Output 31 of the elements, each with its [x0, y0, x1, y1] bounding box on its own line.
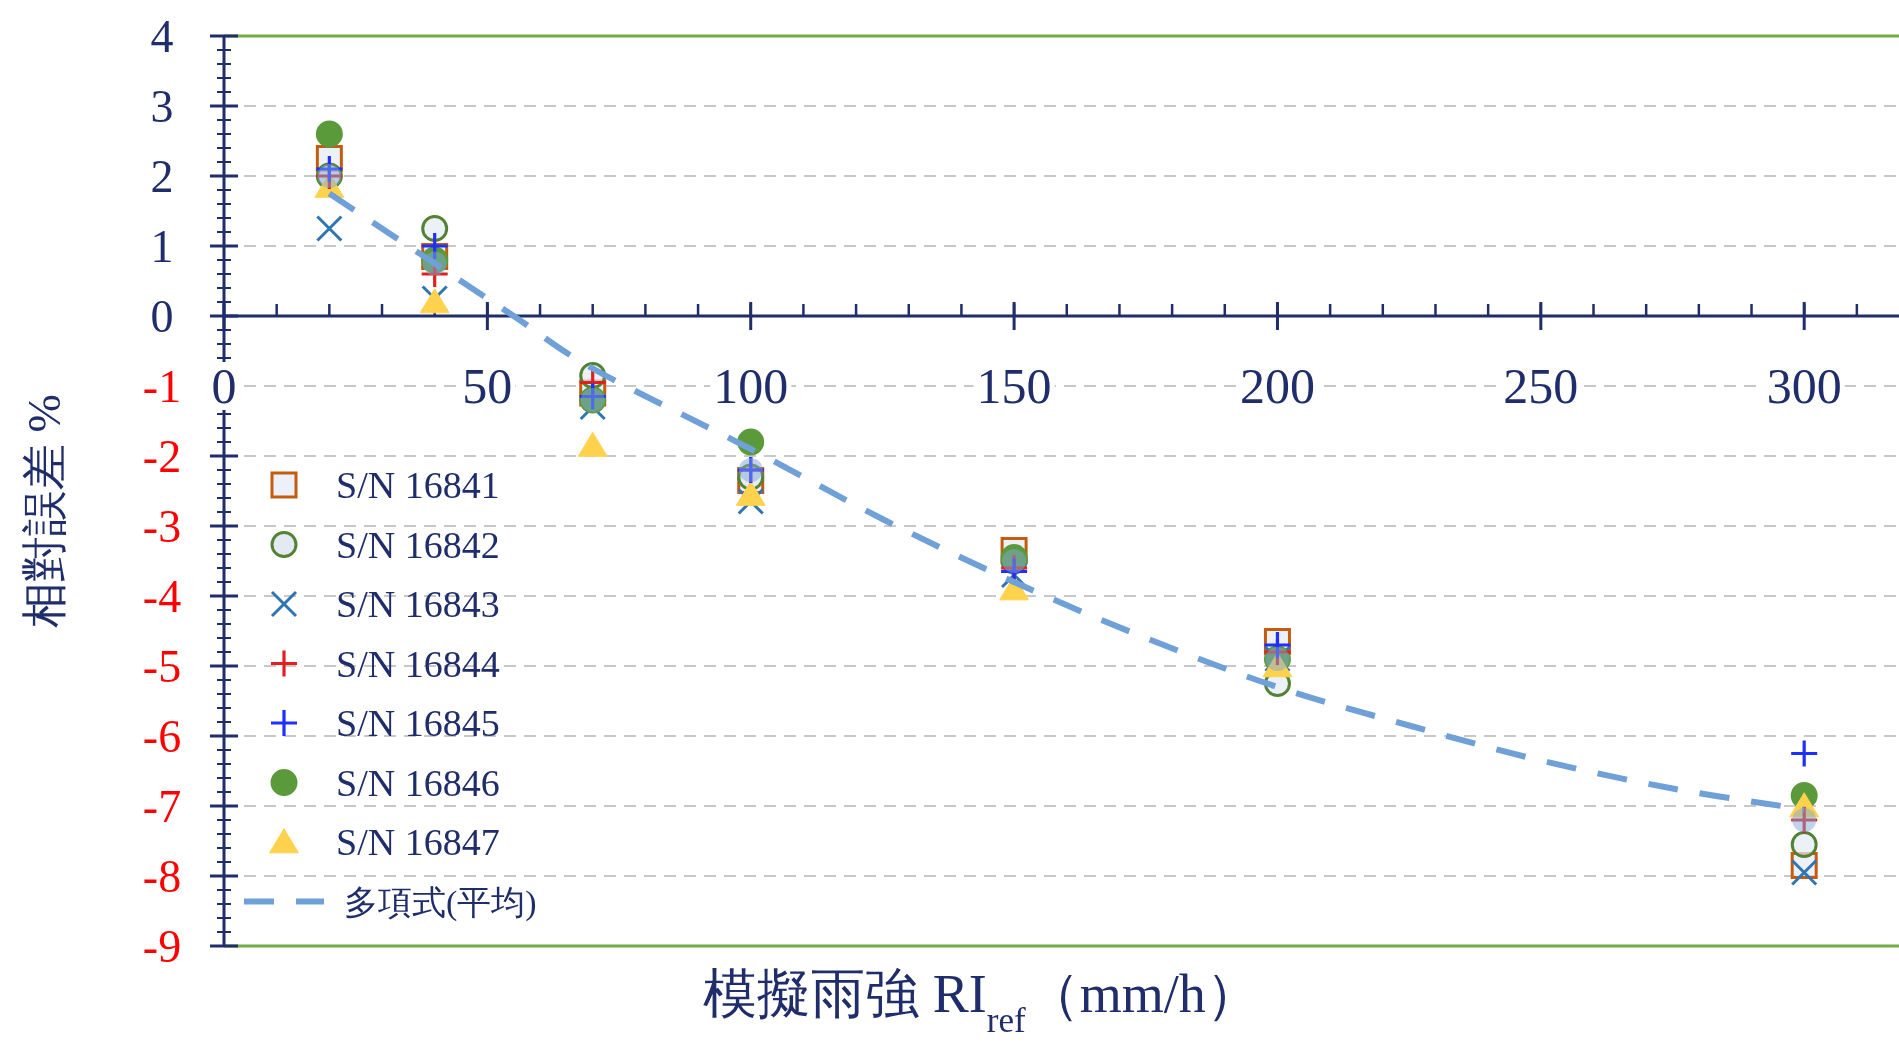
legend-label: S/N 16846: [336, 761, 500, 804]
legend-label: S/N 16841: [336, 464, 500, 506]
y-tick-label: -8: [142, 850, 182, 902]
y-tick-label: -1: [142, 360, 182, 412]
y-tick-label: -6: [142, 710, 182, 762]
y-tick-label: -9: [142, 920, 182, 972]
y-tick-label: 3: [150, 80, 174, 132]
x-tick-label: 50: [462, 358, 513, 414]
legend-label: S/N 16842: [336, 523, 500, 566]
y-tick-label: -4: [142, 570, 182, 622]
legend-label: S/N 16847: [336, 821, 500, 863]
x-tick-label: 250: [1503, 358, 1579, 414]
legend-label: S/N 16844: [336, 642, 500, 685]
x-tick-label: 150: [976, 358, 1052, 414]
y-tick-label: -5: [142, 640, 182, 692]
x-axis-title: 模擬雨強 RI$_{ref}$（mm/h）: [703, 964, 1260, 1040]
x-tick-label: 100: [713, 358, 789, 414]
x-tick-label: 200: [1239, 358, 1315, 414]
y-tick-label: 1: [150, 220, 174, 272]
y-tick-label: -2: [142, 430, 182, 482]
legend-label: S/N 16843: [336, 583, 500, 625]
x-tick-label: 0: [211, 358, 237, 414]
legend-label: S/N 16845: [336, 702, 500, 744]
x-tick-label: 300: [1766, 358, 1842, 414]
y-tick-label: -3: [142, 500, 182, 552]
y-tick-label: -7: [142, 780, 182, 832]
y-tick-label: 0: [150, 290, 174, 342]
legend-label: 多項式(平均): [344, 883, 537, 921]
y-tick-label: 4: [150, 10, 174, 62]
y-axis-title: 相對誤差 %: [18, 394, 70, 628]
y-tick-label: 2: [150, 150, 174, 202]
